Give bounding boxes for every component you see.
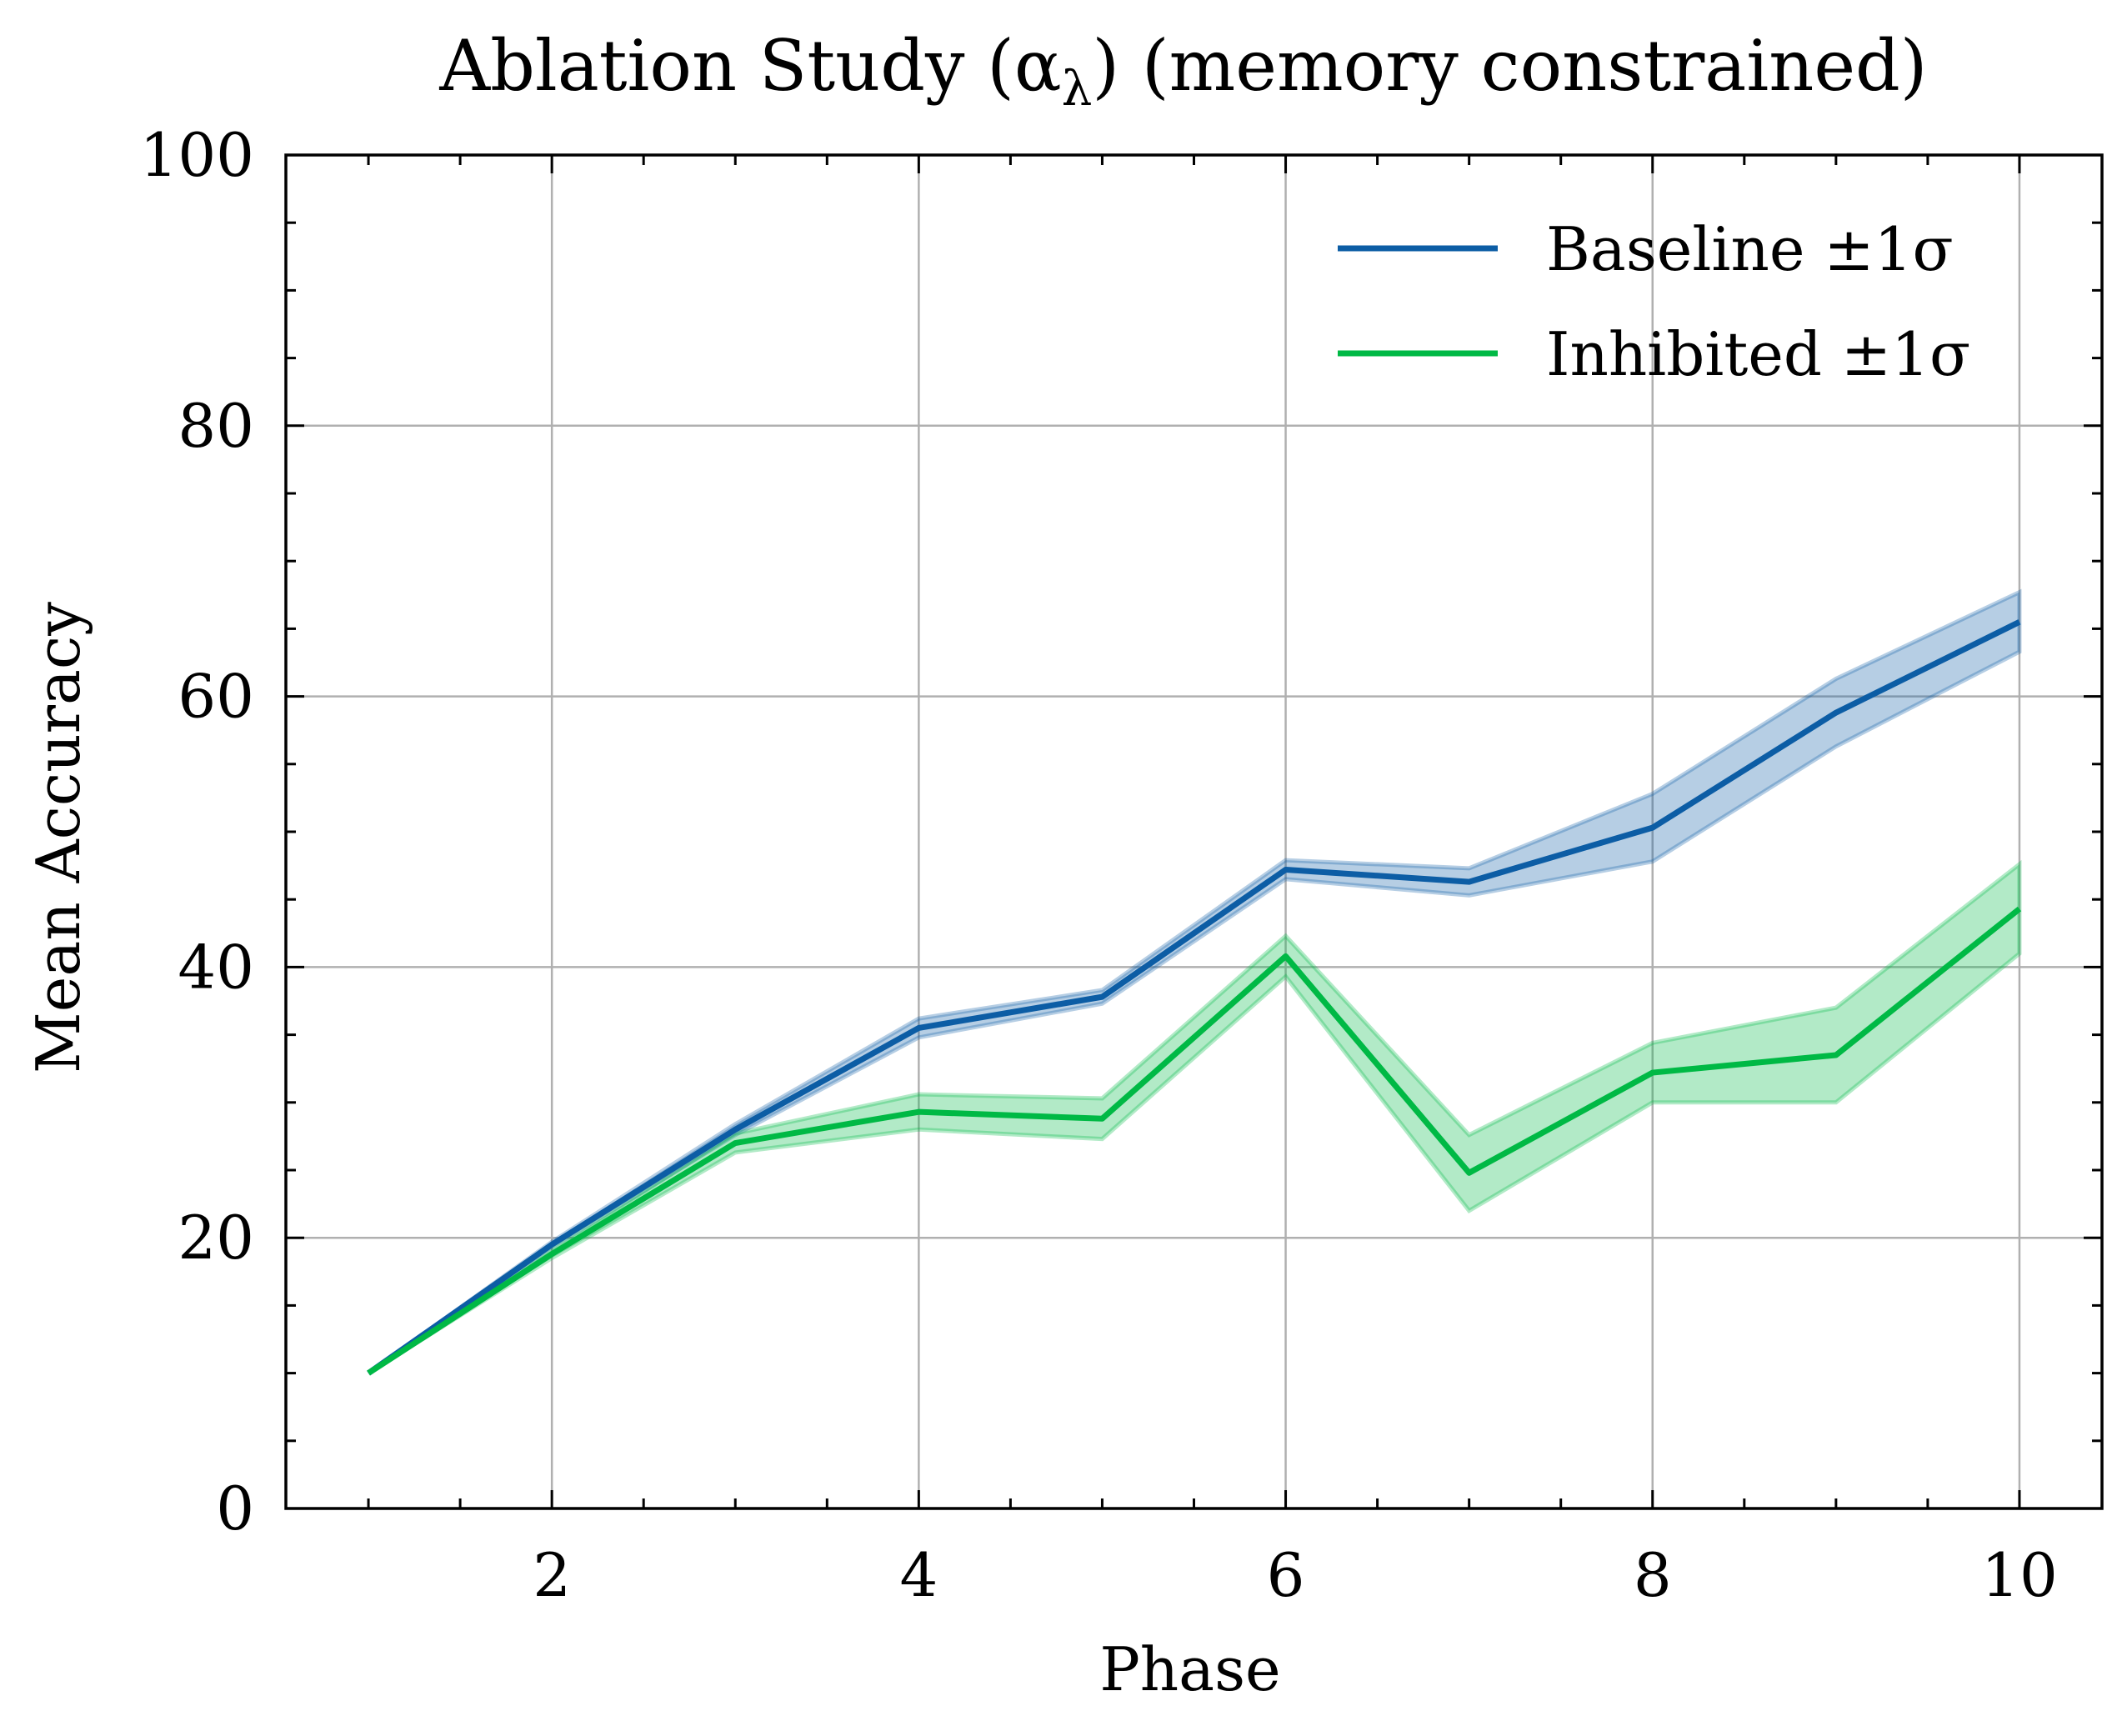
x-axis-label: Phase [1099, 1634, 1280, 1704]
legend[interactable]: Baseline ±1σ Inhibited ±1σ [1338, 214, 1970, 389]
chart-title-main: Ablation Study (α [438, 25, 1061, 107]
chart-title: Ablation Study (αλ) (memory constrained) [438, 25, 1927, 117]
chart-title-subscript: λ [1062, 60, 1093, 117]
y-tick-label: 80 [178, 391, 254, 461]
series-line-2 [367, 906, 2022, 1376]
series-lines [367, 619, 2022, 1376]
x-tick-label: 10 [1981, 1540, 2058, 1610]
chart-title-suffix: ) (memory constrained) [1092, 25, 1927, 107]
legend-label: Inhibited ±1σ [1546, 319, 1970, 389]
legend-label: Baseline ±1σ [1546, 214, 1954, 284]
axis-ticks [286, 153, 2102, 1510]
y-tick-label: 20 [178, 1203, 254, 1273]
x-tick-label: 4 [899, 1540, 938, 1610]
y-tick-label: 100 [140, 120, 254, 190]
x-tick-label: 2 [533, 1540, 571, 1610]
y-tick-label: 40 [178, 932, 254, 1002]
x-tick-label: 8 [1634, 1540, 1672, 1610]
y-tick-label: 0 [216, 1473, 254, 1543]
y-axis-label: Mean Accuracy [23, 602, 93, 1073]
x-tick-label: 6 [1267, 1540, 1305, 1610]
y-tick-label: 60 [178, 662, 254, 732]
legend-item-1[interactable]: Baseline ±1σ [1338, 214, 1954, 284]
series-line-1 [367, 619, 2021, 1376]
legend-item-2[interactable]: Inhibited ±1σ [1338, 319, 1970, 389]
